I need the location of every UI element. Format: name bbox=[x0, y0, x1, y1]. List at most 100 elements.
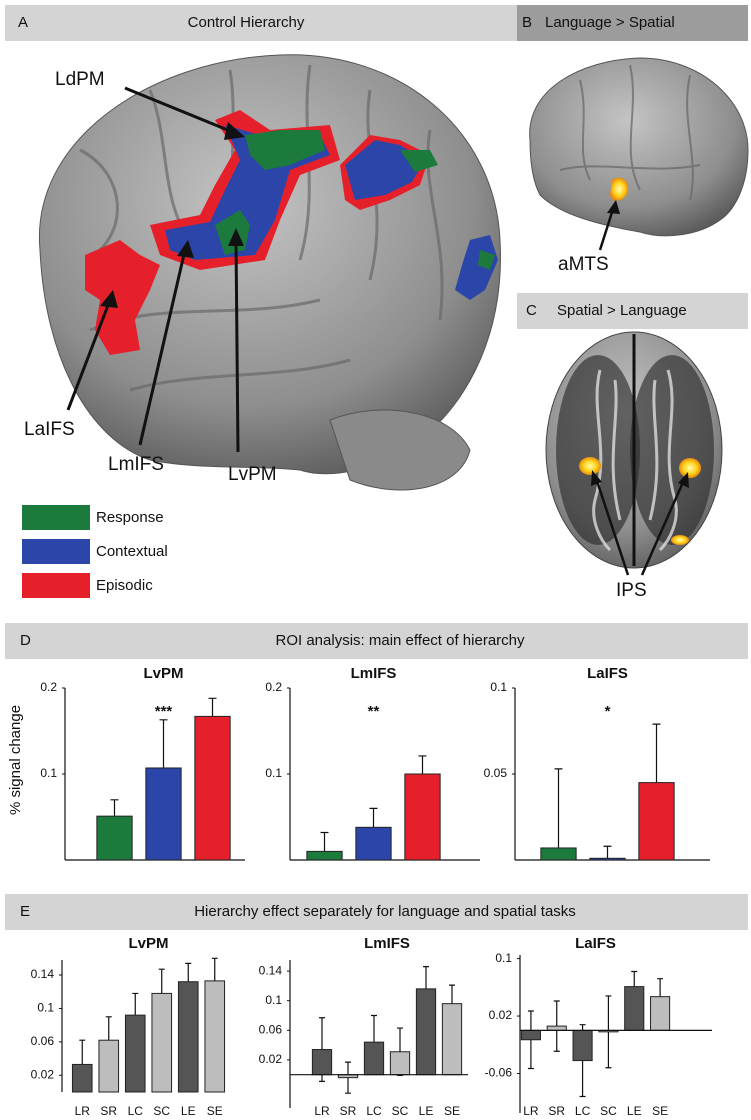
panel-letter: C bbox=[526, 302, 537, 319]
y-tick-label: 0.1 bbox=[265, 766, 282, 780]
error-bar bbox=[418, 755, 427, 774]
brain-lateral-small bbox=[529, 57, 749, 251]
bar bbox=[145, 767, 182, 861]
legend: Response Contextual Episodic bbox=[22, 505, 168, 598]
y-tick-label: 0.06 bbox=[259, 1022, 283, 1036]
bar bbox=[520, 1029, 541, 1041]
bar bbox=[306, 850, 343, 861]
y-tick-label: 0.05 bbox=[484, 766, 508, 780]
bar bbox=[540, 847, 577, 861]
panel-title: Spatial > Language bbox=[557, 302, 687, 319]
x-tick-label: SR bbox=[100, 1104, 117, 1118]
bar bbox=[546, 1025, 567, 1031]
error-bar bbox=[369, 807, 378, 828]
chart-title: LaIFS bbox=[587, 665, 628, 682]
y-tick-label: 0.1 bbox=[265, 993, 282, 1007]
chart-title: LaIFS bbox=[575, 935, 616, 952]
significance: *** bbox=[155, 703, 173, 720]
panel-header bbox=[517, 293, 748, 329]
region-label: LaIFS bbox=[24, 419, 75, 440]
panel-letter: E bbox=[20, 903, 30, 920]
x-tick-label: LR bbox=[314, 1104, 330, 1118]
y-tick-label: 0.14 bbox=[31, 967, 55, 981]
legend-label: Response bbox=[96, 509, 164, 526]
panel-letter: D bbox=[20, 632, 31, 649]
panel-title: Hierarchy effect separately for language… bbox=[194, 903, 576, 920]
legend-swatch bbox=[22, 573, 90, 598]
x-tick-label: LC bbox=[128, 1104, 144, 1118]
x-tick-label: LR bbox=[523, 1104, 539, 1118]
x-tick-label: SE bbox=[444, 1104, 460, 1118]
bar bbox=[404, 773, 441, 861]
y-tick-label: 0.02 bbox=[31, 1067, 55, 1081]
y-tick-label: 0.02 bbox=[259, 1052, 283, 1066]
x-tick-label: SE bbox=[652, 1104, 668, 1118]
y-tick-label: 0.1 bbox=[37, 1001, 54, 1015]
bar bbox=[389, 1051, 411, 1076]
legend-label: Contextual bbox=[96, 543, 168, 560]
x-tick-label: LC bbox=[366, 1104, 382, 1118]
y-tick-label: 0.02 bbox=[489, 1008, 513, 1022]
y-tick-label: 0.06 bbox=[31, 1034, 55, 1048]
chart-title: LvPM bbox=[143, 665, 183, 682]
panel-header bbox=[517, 5, 748, 41]
brain-lateral bbox=[38, 54, 501, 491]
significance: * bbox=[605, 703, 611, 720]
panel-header bbox=[5, 623, 748, 659]
bar bbox=[589, 857, 626, 861]
bar bbox=[204, 980, 226, 1093]
x-tick-label: SR bbox=[340, 1104, 357, 1118]
chart-title: LvPM bbox=[128, 935, 168, 952]
x-tick-label: SC bbox=[153, 1104, 170, 1118]
bar bbox=[415, 988, 437, 1076]
panel-letter: A bbox=[18, 14, 28, 31]
bar bbox=[650, 996, 671, 1031]
charts: LvPM *** 0.1 0.2 LmIFS ** 0.1 0.2 LaIFS * 0.05 0.1 L… bbox=[31, 665, 712, 1118]
x-tick-label: SR bbox=[548, 1104, 565, 1118]
error-bar bbox=[603, 845, 612, 859]
bar bbox=[355, 826, 392, 861]
y-tick-label: 0.2 bbox=[40, 680, 57, 694]
bar bbox=[98, 1039, 120, 1093]
panel-title: Language > Spatial bbox=[545, 14, 675, 31]
x-tick-label: LE bbox=[419, 1104, 434, 1118]
region-label: LdPM bbox=[55, 69, 105, 90]
bar bbox=[151, 992, 173, 1093]
chart-title: LmIFS bbox=[364, 935, 410, 952]
bar bbox=[71, 1063, 93, 1093]
error-bar bbox=[652, 723, 661, 783]
legend-swatch bbox=[22, 505, 90, 530]
region-label: aMTS bbox=[558, 254, 609, 275]
y-tick-label: 0.2 bbox=[265, 680, 282, 694]
error-bar bbox=[320, 831, 329, 852]
error-bar bbox=[208, 697, 217, 717]
x-tick-label: LE bbox=[181, 1104, 196, 1118]
error-bar bbox=[110, 799, 119, 817]
region-label: LmIFS bbox=[108, 454, 164, 475]
bar bbox=[311, 1049, 333, 1076]
y-tick-label: 0.14 bbox=[259, 963, 283, 977]
panel-header bbox=[5, 894, 748, 930]
panel-letter: B bbox=[522, 14, 532, 31]
bar bbox=[624, 986, 645, 1031]
x-tick-label: SE bbox=[207, 1104, 223, 1118]
bar bbox=[124, 1014, 146, 1093]
panel-header bbox=[5, 5, 517, 41]
region-label: IPS bbox=[616, 580, 647, 601]
y-axis-label: % signal change bbox=[7, 705, 24, 815]
bar bbox=[177, 981, 199, 1093]
bar bbox=[441, 1003, 463, 1076]
bar bbox=[96, 815, 133, 861]
chart-title: LmIFS bbox=[351, 665, 397, 682]
bar bbox=[572, 1029, 593, 1062]
y-tick-label: 0.1 bbox=[40, 766, 57, 780]
legend-swatch bbox=[22, 539, 90, 564]
y-tick-label: 0.1 bbox=[490, 680, 507, 694]
significance: ** bbox=[368, 703, 380, 720]
error-bar bbox=[554, 768, 563, 848]
bar bbox=[638, 782, 675, 861]
x-tick-label: SC bbox=[600, 1104, 617, 1118]
error-bar bbox=[159, 719, 168, 768]
legend-label: Episodic bbox=[96, 577, 153, 594]
